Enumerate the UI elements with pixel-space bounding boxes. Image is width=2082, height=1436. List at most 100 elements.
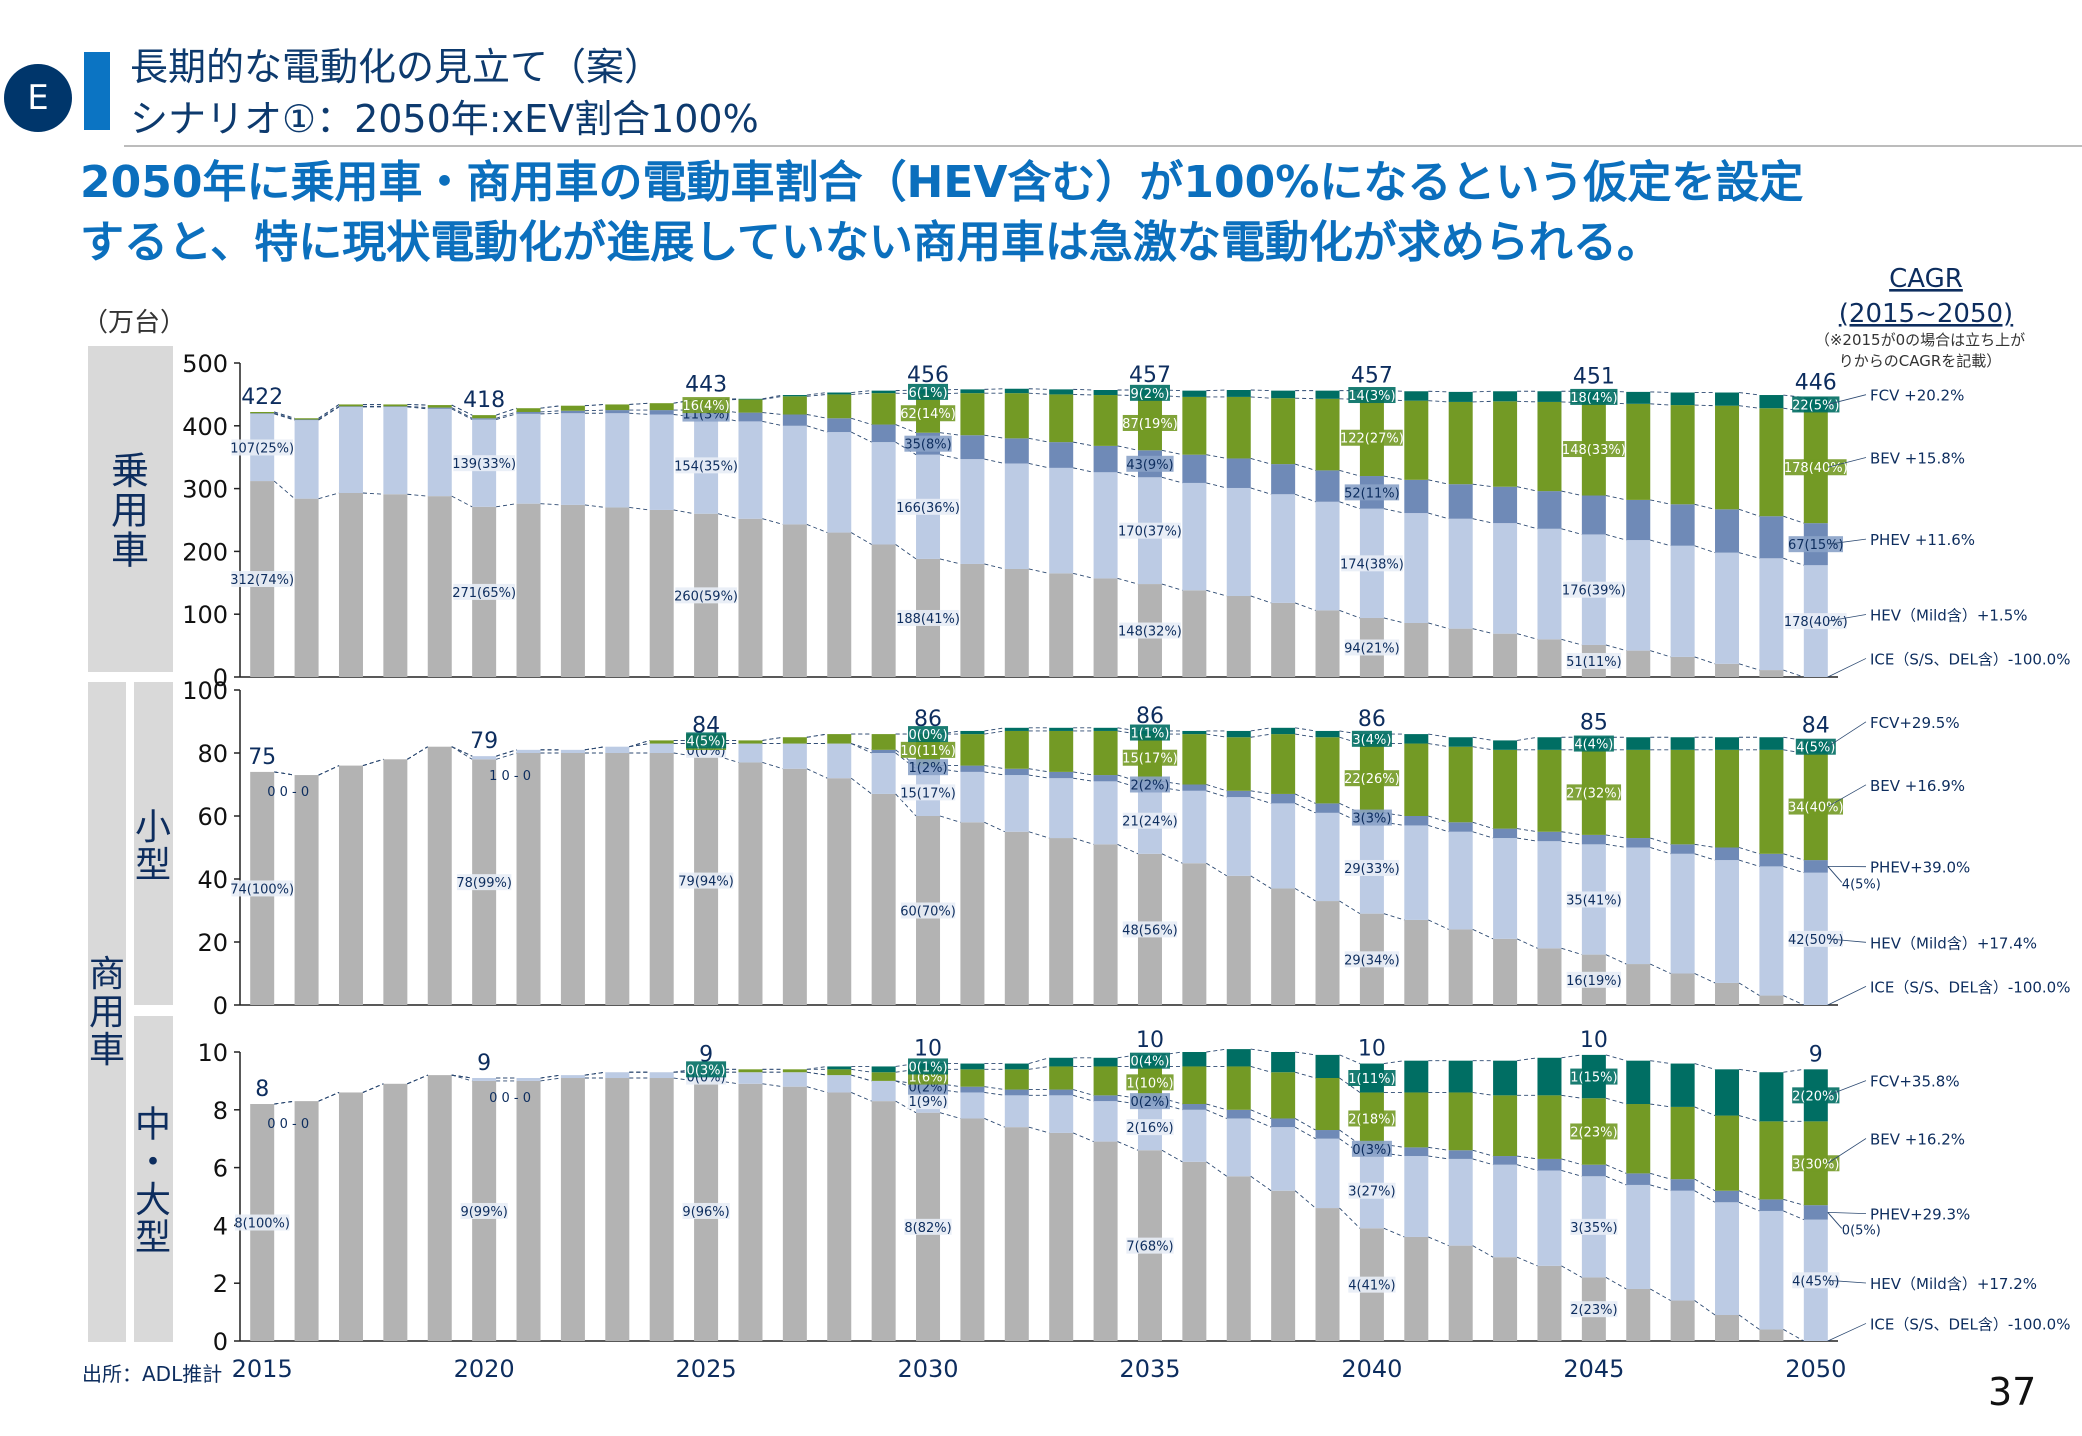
bar-segment-phev xyxy=(427,407,452,409)
data-label-bg xyxy=(1341,429,1403,446)
data-label: 67(15%) xyxy=(1788,538,1844,553)
data-label-bg xyxy=(1129,1052,1170,1069)
bar-segment-ice xyxy=(1271,602,1296,677)
series-connector xyxy=(274,411,295,419)
series-connector xyxy=(1738,1190,1760,1200)
series-connector xyxy=(984,765,1005,770)
bar-segment-ice xyxy=(294,1101,319,1341)
series-connector xyxy=(1428,815,1449,823)
bar-segment-phev xyxy=(1715,509,1740,553)
x-tick-label: 2025 xyxy=(676,1355,737,1383)
cagr-leader xyxy=(1827,658,1867,678)
series-connector xyxy=(1694,545,1716,554)
bar-segment-fcv xyxy=(1493,740,1518,750)
bar-segment-phev xyxy=(1271,793,1296,804)
bar-segment-phev xyxy=(1626,838,1651,848)
data-label: 79(94%) xyxy=(678,875,734,890)
series-connector xyxy=(984,563,1005,570)
bar-segment-fcv xyxy=(1759,737,1784,750)
series-connector xyxy=(362,758,384,767)
bar-segment-phev xyxy=(1093,445,1118,473)
bar-segment-fcv xyxy=(1670,1063,1695,1107)
bar-segment-bev xyxy=(1093,1066,1118,1096)
data-label: 148(32%) xyxy=(1118,625,1182,640)
series-connector xyxy=(1472,1149,1494,1157)
bar-segment-fcv xyxy=(1670,392,1695,406)
bar-segment-ice xyxy=(605,1078,630,1341)
category-label-passenger: 乗 xyxy=(111,449,149,493)
bar-segment-ice xyxy=(649,753,674,1005)
bar-segment-fcv xyxy=(1093,390,1118,396)
y-tick-label: 20 xyxy=(197,929,228,957)
bar-segment-fcv xyxy=(1226,390,1251,397)
bar-segment-ice xyxy=(1626,650,1651,677)
data-label-bg xyxy=(1344,770,1400,787)
bar-segment-fcv xyxy=(1404,1060,1429,1093)
bar-segment-ice xyxy=(1537,1265,1562,1341)
cagr-label: FCV+35.8% xyxy=(1870,1073,1960,1091)
series-connector xyxy=(762,518,783,525)
data-label-bg xyxy=(1785,613,1847,630)
data-label: 74(100%) xyxy=(230,882,294,897)
data-label: 4(5%) xyxy=(687,734,726,749)
data-label-bg xyxy=(897,609,959,626)
data-label: 78(99%) xyxy=(456,876,512,891)
data-label-bg xyxy=(675,587,737,604)
data-label-bg xyxy=(231,439,293,456)
bar-segment-hev xyxy=(1715,1202,1740,1315)
series-connector xyxy=(1294,1190,1316,1209)
series-connector xyxy=(1561,831,1582,836)
cagr-leader xyxy=(1827,1323,1867,1342)
series-connector xyxy=(1561,1170,1582,1177)
bar-segment-bev xyxy=(960,393,985,436)
bar-segment-bev xyxy=(1404,400,1429,480)
series-connector xyxy=(1738,1201,1760,1212)
series-connector xyxy=(1472,831,1494,839)
series-connector xyxy=(1516,633,1538,640)
series-connector xyxy=(1605,1277,1627,1290)
series-connector xyxy=(1206,389,1227,392)
series-connector xyxy=(1428,1236,1449,1247)
series-connector xyxy=(1650,1103,1671,1108)
series-connector xyxy=(1428,512,1449,520)
row-frame-small xyxy=(134,682,173,1005)
bar-segment-hev xyxy=(1093,781,1118,845)
series-connector xyxy=(1028,1066,1050,1070)
bar-segment-hev xyxy=(738,1072,763,1084)
bar-segment-hev xyxy=(516,1078,541,1081)
bar-segment-phev xyxy=(250,413,275,414)
data-label-bg xyxy=(1785,459,1847,476)
series-connector xyxy=(1650,1184,1671,1192)
series-connector xyxy=(1517,736,1538,741)
bar-segment-hev xyxy=(871,442,896,545)
bar-segment-hev xyxy=(472,1078,497,1081)
series-connector xyxy=(1561,490,1582,496)
series-connector xyxy=(806,1071,828,1076)
cagr-leader xyxy=(1827,614,1867,622)
row-frame-passenger xyxy=(88,346,173,672)
data-label: 1(2%) xyxy=(909,761,948,776)
data-label-bg xyxy=(1566,652,1622,669)
series-connector xyxy=(1161,449,1183,456)
series-connector xyxy=(851,532,872,545)
series-connector xyxy=(984,1086,1005,1091)
bar-segment-fcv xyxy=(1093,727,1118,731)
series-connector xyxy=(407,406,428,410)
cagr-note: （※2015が0の場合は立ち上が xyxy=(1815,331,2025,349)
bar-segment-ice xyxy=(1049,838,1074,1005)
series-connector xyxy=(1650,847,1671,855)
data-label: 107(25%) xyxy=(230,441,294,456)
data-label: 29(34%) xyxy=(1344,953,1400,968)
bar-segment-phev xyxy=(1004,438,1029,464)
bar-segment-ice xyxy=(383,759,408,1005)
series-connector xyxy=(806,392,828,396)
series-connector xyxy=(1383,913,1405,921)
series-connector xyxy=(1117,471,1139,478)
bar-segment-bev xyxy=(472,415,497,419)
series-connector xyxy=(1206,784,1227,792)
series-connector xyxy=(629,743,650,748)
cagr-leader xyxy=(1827,538,1867,545)
bar-segment-hev xyxy=(1271,494,1296,603)
data-label: 2(2%) xyxy=(1130,779,1169,794)
series-connector xyxy=(1117,843,1139,855)
